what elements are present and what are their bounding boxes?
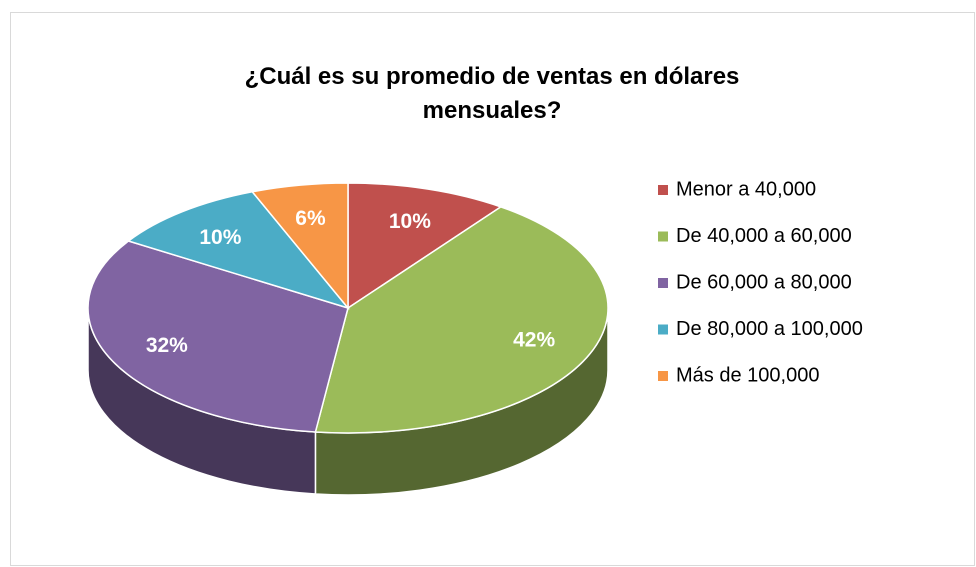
slice <box>347 182 503 310</box>
chart-title: ¿Cuál es su promedio de ventas en dólare… <box>245 63 740 124</box>
data-label: 42% <box>513 329 555 352</box>
legend-swatch <box>658 324 668 335</box>
data-label: 10% <box>389 210 431 233</box>
legend-swatch <box>658 185 668 195</box>
slice <box>250 182 349 311</box>
legend-label: De 60,000 a 80,000 <box>676 271 852 293</box>
legend-swatch <box>658 231 668 242</box>
legend-swatch <box>658 371 668 381</box>
legend-label: Menor a 40,000 <box>676 178 816 200</box>
data-label: 10% <box>199 226 241 249</box>
slice <box>314 206 609 434</box>
data-label: 6% <box>295 207 326 230</box>
legend-label: De 80,000 a 100,000 <box>676 318 863 340</box>
legend-label: Más de 100,000 <box>676 364 819 386</box>
legend-swatch <box>658 278 668 288</box>
slice <box>126 190 351 310</box>
data-label: 32% <box>146 334 188 357</box>
legend-label: De 40,000 a 60,000 <box>676 225 852 247</box>
